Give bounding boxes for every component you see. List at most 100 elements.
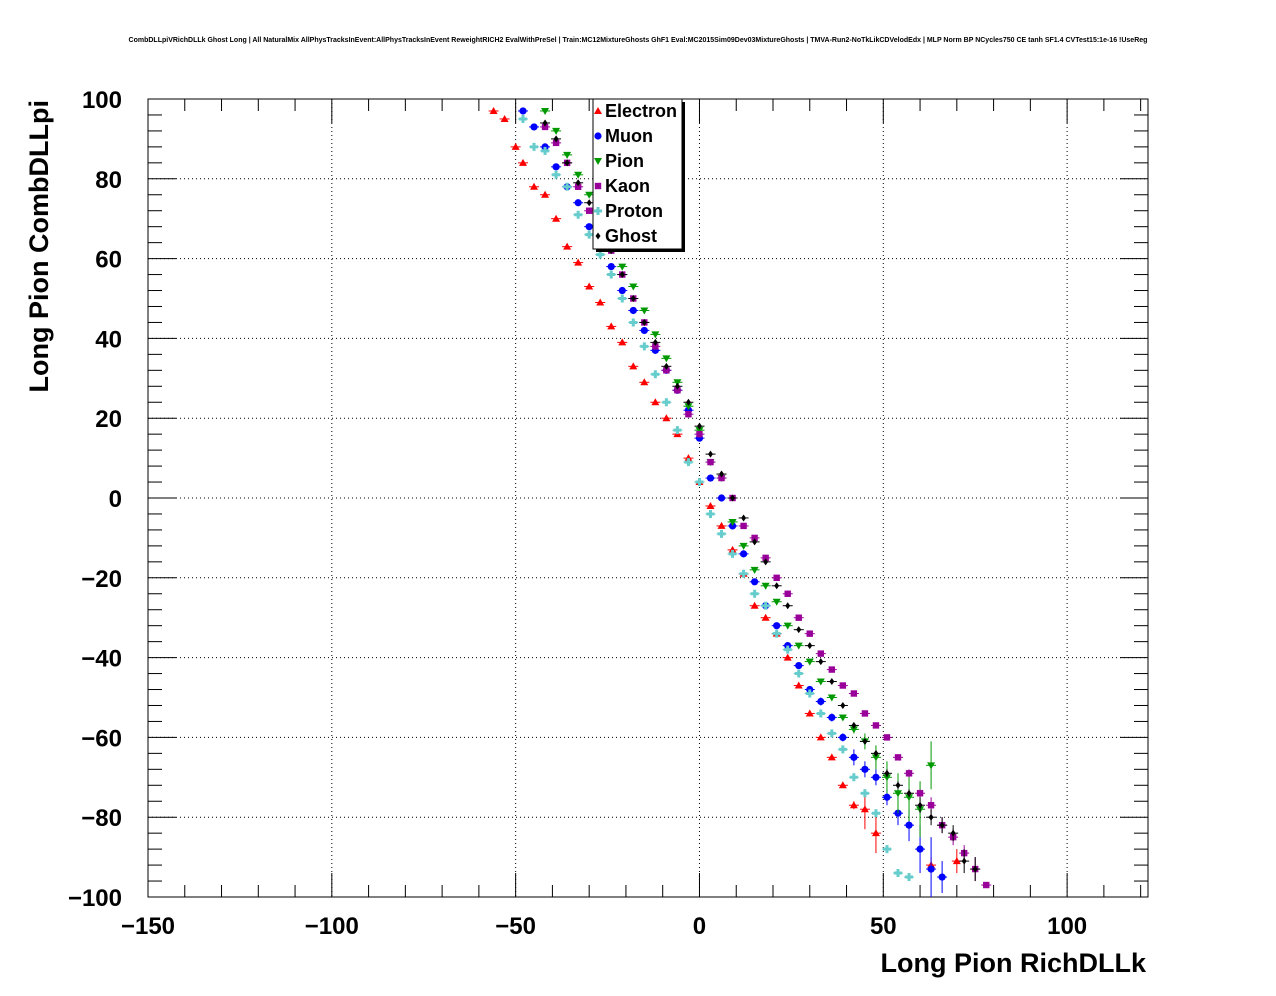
muon-point [530,123,538,131]
ghost-point [708,450,713,458]
data-points [488,106,992,897]
y-tick-label: −60 [81,725,122,752]
muon-point [519,107,527,115]
kaon-point [894,754,902,761]
proton-point [717,529,726,538]
kaon-point [905,770,913,777]
ghost-point [730,494,736,502]
proton-point [905,873,914,882]
y-tick-label: 20 [95,406,122,433]
proton-point [838,745,847,754]
electron-point [511,142,520,150]
electron-point [563,242,572,250]
legend-label-muon: Muon [605,126,653,146]
proton-point [816,709,825,718]
electron-point [717,521,726,529]
proton-point [607,270,616,279]
muon-point [883,793,891,801]
proton-point [596,250,605,259]
kaon-point [861,710,869,717]
legend-box [592,98,683,250]
kaon-point [574,183,582,190]
ghost-point [553,135,559,143]
kaon-point [663,367,670,374]
electron-point [530,182,539,190]
ghost-point [641,318,647,326]
ghost-point [829,678,835,686]
kaon-point [927,802,935,809]
proton-point [849,773,858,782]
muon-point [552,163,560,171]
legend-marker-proton [594,207,602,215]
electron-point [552,214,561,222]
legend-label-proton: Proton [605,201,663,221]
muon-point [795,661,803,670]
electron-point [618,338,627,346]
y-tick-label: −40 [81,646,122,673]
electron-point [794,681,803,689]
pion-point [838,714,847,722]
ghost-point [928,813,934,821]
ghost-point [939,821,945,829]
kaon-point [817,650,824,657]
y-tick-label: 60 [95,247,122,274]
ghost-point [961,857,967,865]
muon-point [894,809,902,817]
muon-point [916,845,924,853]
y-tick-label: 40 [95,326,122,353]
legend-label-ghost: Ghost [605,226,657,246]
ghost-point [719,470,725,478]
pion-point [651,331,660,339]
ghost-point [818,658,824,666]
ghost-point [575,179,581,187]
electron-point [750,601,759,609]
kaon-point [762,554,769,562]
ghost-point [862,737,868,745]
proton-point [739,569,748,578]
y-tick-label: −20 [81,566,122,593]
proton-point [519,114,527,123]
muon-point [861,765,869,773]
ghost-point [741,514,747,522]
legend: Electron Muon Pion Kaon Proton Ghost [592,98,685,252]
series-proton [518,114,915,882]
electron-point [596,298,605,306]
chart-title: CombDLLpiVRichDLLk Ghost Long | All Natu… [129,37,1148,44]
kaon-point [552,139,560,147]
ghost-point [542,119,548,127]
pion-point [772,598,781,606]
pion-point [882,774,891,782]
kaon-point [652,343,659,350]
pion-point [849,726,858,734]
proton-point [640,342,649,351]
muon-point [751,578,759,586]
y-tick-label: −100 [68,885,122,912]
proton-point [662,398,671,407]
pion-point [905,794,914,802]
legend-label-electron: Electron [605,101,677,121]
proton-point [541,146,550,155]
pion-point [662,355,671,363]
proton-point [563,182,572,191]
series-electron [488,106,962,874]
x-tick-label: 100 [1047,913,1087,940]
pion-point [552,127,561,135]
ghost-point [851,721,857,729]
proton-point [574,210,583,219]
kaon-point [751,534,758,542]
ghost-point [564,159,570,167]
ghost-point [663,362,669,370]
ghost-point [917,801,923,809]
ghost-point [906,789,912,797]
proton-point [772,629,781,638]
y-tick-label: 100 [82,87,122,114]
proton-point [882,845,891,854]
pion-point [739,542,748,550]
proton-point [783,645,792,654]
ghost-point [873,749,879,757]
electron-point [519,158,527,166]
muon-point [905,821,913,829]
ghost-point [763,558,769,566]
muon-point [706,474,715,482]
electron-point [849,801,858,809]
